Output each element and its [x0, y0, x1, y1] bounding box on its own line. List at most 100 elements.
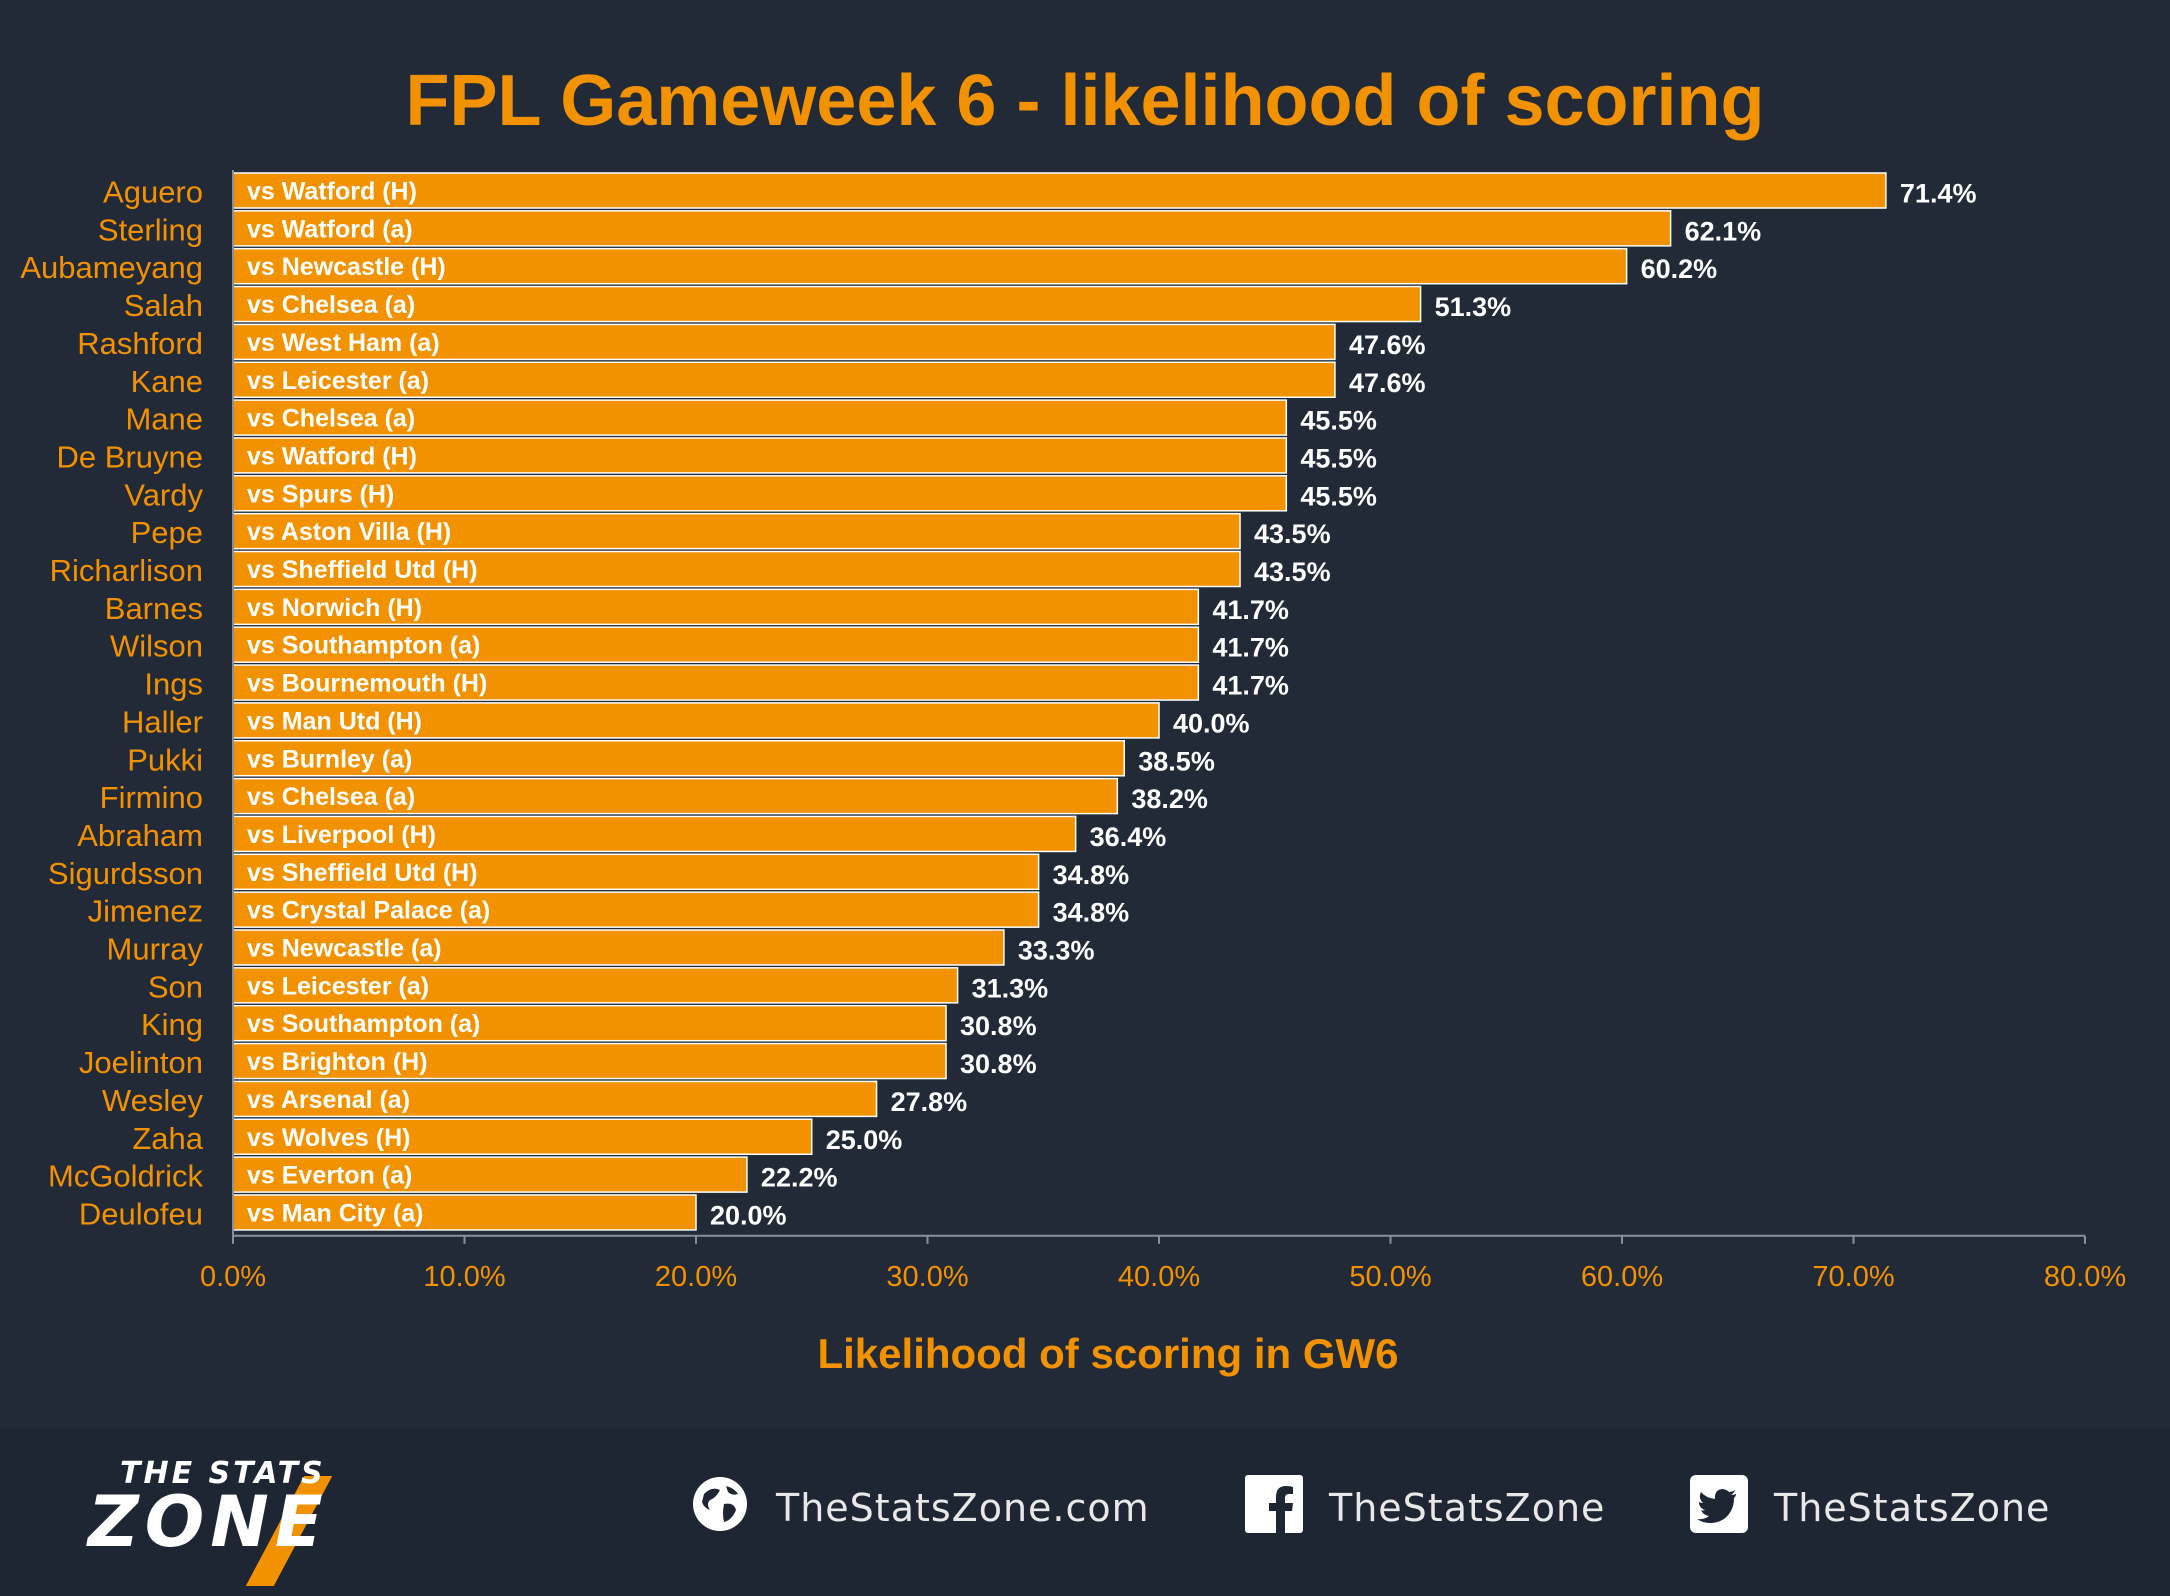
twitter-icon: [1690, 1474, 1748, 1542]
bar: [232, 740, 1126, 777]
x-tick-label: 50.0%: [1349, 1261, 1431, 1293]
website-text: TheStatsZone.com: [776, 1486, 1150, 1530]
value-label: 62.1%: [1685, 216, 1762, 246]
value-label: 36.4%: [1090, 822, 1167, 852]
fixture-label: vs Leicester (a): [247, 972, 429, 1000]
bar: [232, 361, 1336, 398]
fixture-label: vs Wolves (H): [247, 1124, 410, 1152]
fixture-label: vs Arsenal (a): [247, 1086, 410, 1114]
value-label: 45.5%: [1300, 406, 1377, 436]
value-label: 22.2%: [761, 1163, 838, 1193]
fixture-label: vs Sheffield Utd (H): [247, 556, 478, 584]
fixture-label: vs Aston Villa (H): [247, 518, 451, 546]
category-label: De Bruyne: [57, 439, 203, 474]
value-label: 30.8%: [960, 1011, 1037, 1041]
bars-layer: Aguero vs Watford (H) 71.4% Sterling vs Watf…: [20, 172, 1977, 1231]
fixture-label: vs Watford (H): [247, 442, 417, 470]
value-label: 25.0%: [826, 1125, 903, 1155]
value-label: 45.5%: [1300, 443, 1377, 473]
value-label: 43.5%: [1254, 557, 1331, 587]
fixture-label: vs Leicester (a): [247, 367, 429, 395]
footer: [0, 1428, 2170, 1596]
fixture-label: vs Newcastle (H): [247, 253, 446, 281]
value-label: 41.7%: [1212, 633, 1289, 663]
value-label: 47.6%: [1349, 330, 1426, 360]
value-label: 30.8%: [960, 1049, 1037, 1079]
category-label: Ings: [144, 667, 203, 702]
bar: [232, 1080, 878, 1118]
value-label: 33.3%: [1018, 936, 1095, 966]
value-label: 60.2%: [1641, 254, 1718, 284]
globe-icon: [690, 1474, 750, 1543]
value-label: 71.4%: [1900, 179, 1977, 209]
category-label: Wilson: [110, 629, 203, 664]
value-label: 31.3%: [972, 973, 1049, 1003]
bar: [232, 247, 1628, 285]
x-tick-label: 20.0%: [655, 1261, 737, 1293]
fixture-label: vs Everton (a): [247, 1162, 412, 1190]
fixture-label: vs Chelsea (a): [247, 405, 415, 433]
x-tick-label: 10.0%: [423, 1261, 505, 1293]
category-label: Firmino: [100, 780, 203, 815]
fixture-label: vs Sheffield Utd (H): [247, 859, 478, 887]
value-label: 20.0%: [710, 1200, 787, 1230]
bar: [232, 172, 1887, 209]
x-tick-label: 60.0%: [1581, 1261, 1663, 1293]
bar: [232, 967, 959, 1004]
value-label: 34.8%: [1053, 898, 1130, 928]
value-label: 34.8%: [1053, 860, 1130, 890]
fixture-label: vs Norwich (H): [247, 594, 422, 622]
value-label: 43.5%: [1254, 519, 1331, 549]
twitter-link[interactable]: TheStatsZone: [1690, 1474, 2051, 1538]
bar: [232, 777, 1119, 815]
fixture-label: vs Newcastle (a): [247, 935, 442, 963]
bar: [232, 626, 1200, 663]
value-label: 41.7%: [1212, 671, 1289, 701]
category-label: Jimenez: [88, 894, 203, 929]
category-label: Deulofeu: [79, 1196, 203, 1231]
logo-top-text: THE STATS: [120, 1456, 326, 1491]
bar: [232, 323, 1336, 361]
category-label: Richarlison: [50, 553, 203, 588]
fixture-label: vs Watford (H): [247, 178, 417, 206]
category-label: Aguero: [103, 175, 203, 210]
value-label: 38.5%: [1138, 746, 1215, 776]
category-label: Zaha: [132, 1121, 203, 1156]
category-label: McGoldrick: [48, 1159, 204, 1194]
bar: [232, 1194, 697, 1231]
category-label: Murray: [107, 932, 204, 967]
category-label: Rashford: [77, 326, 203, 361]
bar: [232, 664, 1200, 701]
bar: [232, 702, 1160, 739]
fixture-label: vs Crystal Palace (a): [247, 897, 490, 925]
website-link[interactable]: TheStatsZone.com: [690, 1476, 1150, 1538]
value-label: 51.3%: [1435, 292, 1512, 322]
fixture-label: vs Man City (a): [247, 1199, 423, 1227]
value-label: 40.0%: [1173, 708, 1250, 738]
x-tick-label: 40.0%: [1118, 1261, 1200, 1293]
fixture-label: vs Man Utd (H): [247, 707, 422, 735]
facebook-icon: [1245, 1474, 1303, 1542]
bar: [232, 1156, 748, 1193]
category-label: Mane: [125, 402, 203, 437]
category-label: Son: [148, 969, 203, 1004]
fixture-label: vs West Ham (a): [247, 329, 440, 357]
bar: [232, 399, 1288, 436]
value-label: 47.6%: [1349, 368, 1426, 398]
stats-zone-logo[interactable]: THE STATS ZONE: [80, 1456, 460, 1586]
fixture-label: vs Burnley (a): [247, 745, 412, 773]
fixture-label: vs Southampton (a): [247, 1010, 480, 1038]
chart-title: FPL Gameweek 6 - likelihood of scoring: [406, 61, 1765, 141]
category-label: Salah: [124, 288, 203, 323]
value-label: 45.5%: [1300, 481, 1377, 511]
twitter-text: TheStatsZone: [1774, 1486, 2051, 1530]
facebook-link[interactable]: TheStatsZone: [1245, 1474, 1605, 1538]
category-label: Joelinton: [79, 1045, 203, 1080]
category-label: Kane: [131, 364, 203, 399]
category-label: Abraham: [77, 818, 203, 853]
category-label: Haller: [122, 704, 203, 739]
category-label: King: [141, 1007, 203, 1042]
category-label: Pepe: [131, 515, 203, 550]
category-label: Sigurdsson: [48, 856, 203, 891]
bar: [232, 1004, 947, 1042]
